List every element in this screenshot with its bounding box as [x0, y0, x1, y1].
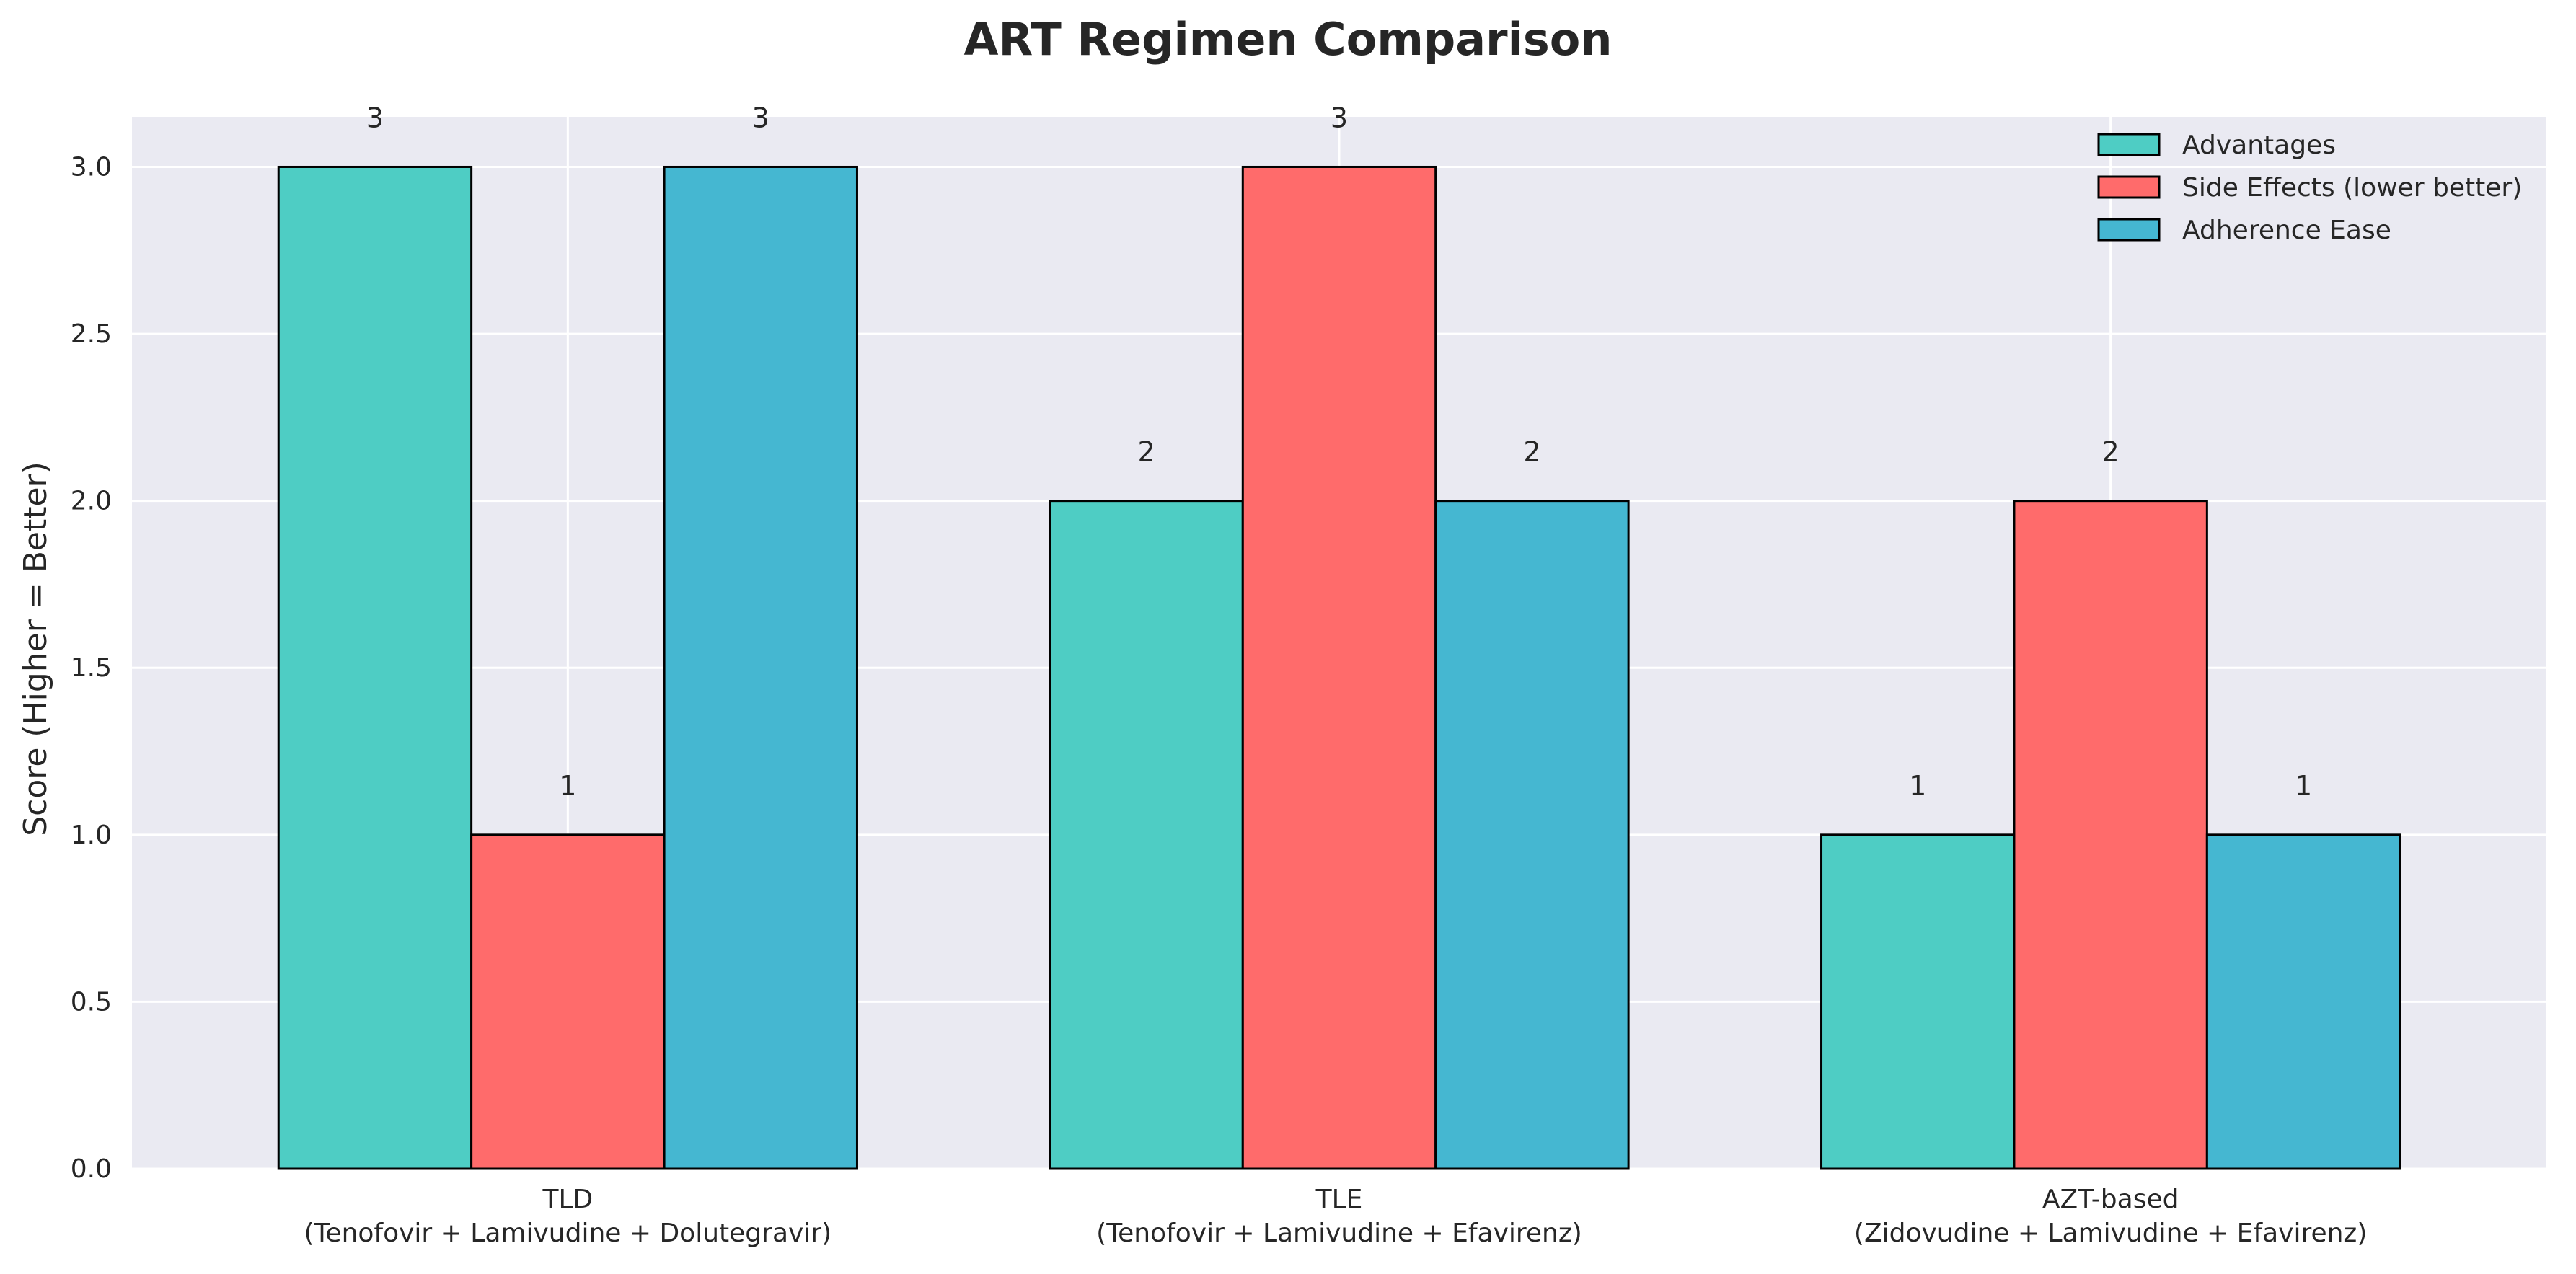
data-label: 3 — [366, 102, 384, 133]
legend: Advantages Side Effects (lower better) Adh… — [2097, 131, 2522, 245]
bar — [1820, 833, 2016, 1170]
x-tick-sublabel: (Zidovudine + Lamivudine + Efavirenz) — [1854, 1218, 2367, 1248]
y-tick-label: 1.0 — [71, 820, 112, 850]
y-tick-label: 2.5 — [71, 319, 112, 349]
y-axis-ticks: 0.0 0.5 1.0 1.5 2.0 2.5 3.0 — [71, 152, 112, 1184]
bar — [277, 165, 473, 1170]
y-axis-label: Score (Higher = Better) — [17, 461, 54, 836]
chart-title: ART Regimen Comparison — [964, 13, 1613, 66]
y-tick-label: 1.5 — [71, 653, 112, 683]
data-label: 2 — [1523, 436, 1540, 468]
bars — [277, 165, 2401, 1170]
bar — [2013, 500, 2208, 1170]
y-tick-label: 3.0 — [71, 152, 112, 182]
data-label: 1 — [1909, 770, 1926, 802]
x-tick-sublabel: (Tenofovir + Lamivudine + Dolutegravir) — [304, 1218, 832, 1248]
y-tick-label: 2.0 — [71, 487, 112, 516]
bar — [2205, 833, 2401, 1170]
bar — [1434, 500, 1630, 1170]
legend-label: Adherence Ease — [2182, 216, 2391, 245]
y-tick-label: 0.0 — [71, 1154, 112, 1184]
legend-swatch — [2097, 218, 2161, 242]
bar — [470, 833, 666, 1170]
bar — [1049, 500, 1244, 1170]
bar — [663, 165, 858, 1170]
data-label: 2 — [2102, 436, 2120, 468]
data-label: 3 — [1331, 102, 1348, 133]
data-label: 1 — [2295, 770, 2312, 802]
x-tick-label: TLD — [542, 1185, 593, 1214]
legend-swatch — [2097, 175, 2161, 199]
y-tick-label: 0.5 — [71, 987, 112, 1017]
data-label: 2 — [1137, 436, 1155, 468]
x-tick-label: TLE — [1315, 1185, 1363, 1214]
x-tick-label: AZT-based — [2042, 1185, 2179, 1214]
data-label: 1 — [559, 770, 576, 802]
x-axis-ticks: TLD (Tenofovir + Lamivudine + Dolutegravi… — [304, 1185, 2368, 1248]
data-label: 3 — [752, 102, 769, 133]
legend-swatch — [2097, 133, 2161, 156]
legend-label: Advantages — [2182, 131, 2336, 160]
data-labels: 3 2 1 1 3 2 3 2 1 — [366, 102, 2312, 801]
legend-label: Side Effects (lower better) — [2182, 173, 2522, 203]
bar — [1241, 165, 1437, 1170]
x-tick-sublabel: (Tenofovir + Lamivudine + Efavirenz) — [1096, 1218, 1582, 1248]
